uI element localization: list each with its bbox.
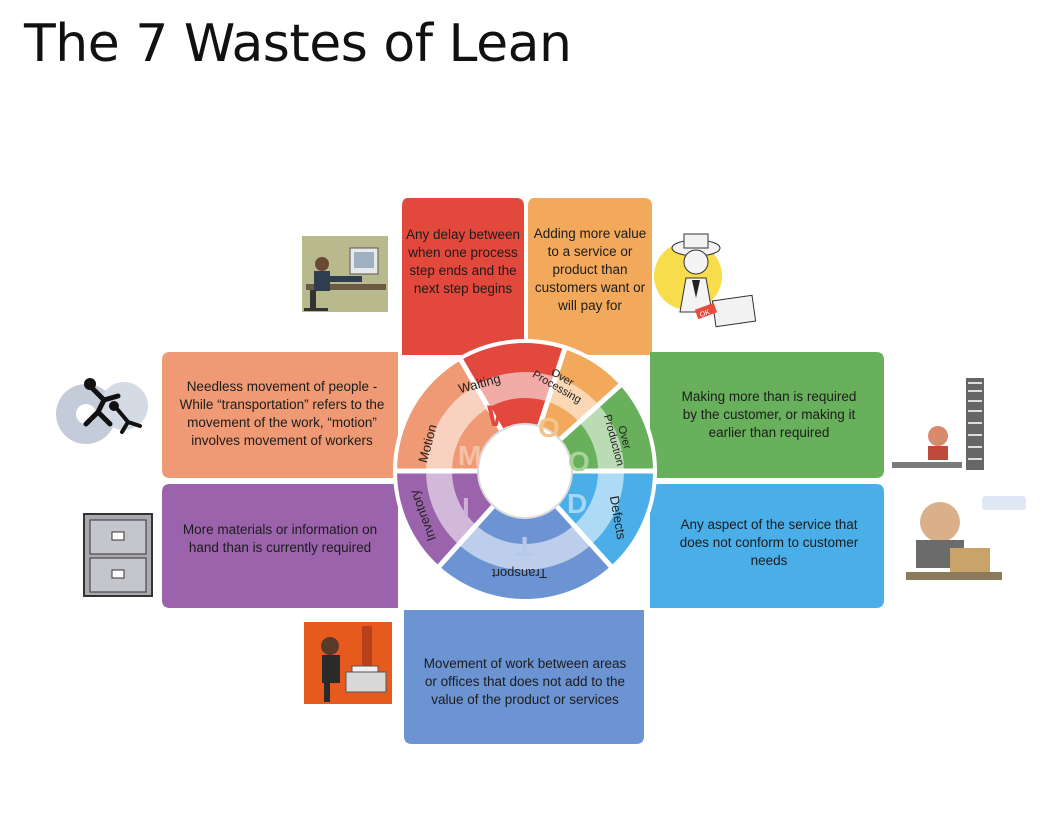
motion-description: Needless movement of people - While “tra… (179, 379, 385, 448)
page-title: The 7 Wastes of Lean (24, 14, 572, 74)
over-production-box (650, 352, 884, 478)
person-behind-stacked-papers-icon (892, 378, 984, 470)
frustrated-worker-icon (906, 496, 1026, 580)
inventory-box (162, 484, 398, 608)
filing-cabinet-icon (83, 513, 153, 597)
inventory-description: More materials or information on hand th… (182, 522, 378, 555)
transport-label: Transport (492, 566, 548, 581)
person-feet-on-desk-icon (302, 236, 388, 312)
defects-description: Any aspect of the service that does not … (679, 517, 859, 568)
over-processing-description: Adding more value to a service or produc… (533, 226, 647, 313)
waiting-letter: W (487, 400, 516, 433)
transport-box (404, 610, 644, 744)
ok-stamp-text: OK (699, 309, 711, 319)
over-production-letter: O (568, 446, 590, 477)
inspector-ok-stamp-icon: OK (654, 233, 757, 328)
defects-letter: D (567, 488, 588, 519)
over-production-description: Making more than is required by the cust… (681, 389, 857, 440)
waiting-box (402, 198, 524, 355)
motion-box (162, 352, 398, 478)
motion-letter: M (458, 440, 482, 471)
defects-box (650, 484, 884, 608)
transport-letter: T (516, 531, 534, 562)
transport-description: Movement of work between areas or office… (423, 656, 627, 707)
inventory-letter: I (462, 492, 470, 523)
over-processing-letter: O (538, 412, 560, 443)
over-processing-box (528, 198, 652, 355)
person-running-in-gears-icon (56, 378, 148, 444)
person-at-copier-icon (304, 622, 392, 704)
waiting-description: Any delay between when one process step … (405, 227, 521, 296)
